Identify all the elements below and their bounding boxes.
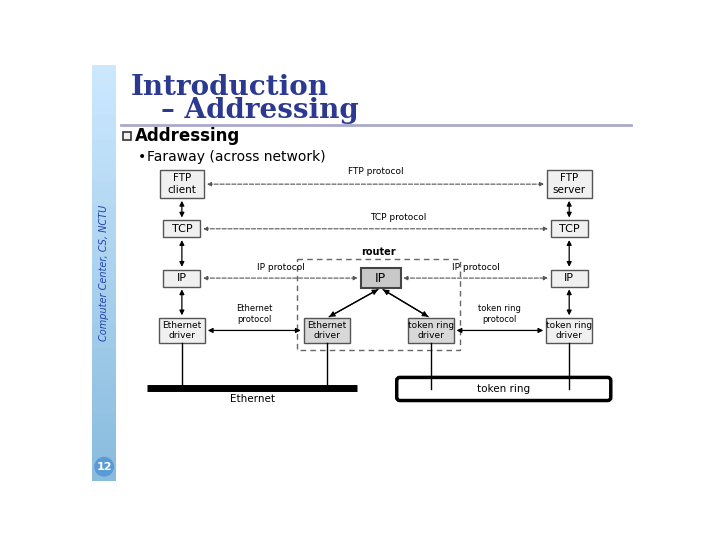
FancyBboxPatch shape bbox=[92, 389, 117, 397]
FancyBboxPatch shape bbox=[92, 356, 117, 364]
Text: FTP protocol: FTP protocol bbox=[348, 167, 403, 177]
FancyBboxPatch shape bbox=[92, 198, 117, 206]
FancyBboxPatch shape bbox=[92, 239, 117, 248]
FancyBboxPatch shape bbox=[163, 269, 200, 287]
Text: Addressing: Addressing bbox=[135, 127, 240, 145]
FancyBboxPatch shape bbox=[92, 223, 117, 231]
FancyBboxPatch shape bbox=[92, 165, 117, 173]
FancyBboxPatch shape bbox=[92, 181, 117, 190]
FancyBboxPatch shape bbox=[92, 206, 117, 214]
FancyBboxPatch shape bbox=[92, 123, 117, 131]
FancyBboxPatch shape bbox=[546, 318, 593, 343]
Text: token ring
driver: token ring driver bbox=[546, 321, 593, 340]
Text: Introduction: Introduction bbox=[130, 74, 328, 101]
Text: token ring
driver: token ring driver bbox=[408, 321, 454, 340]
Text: Ethernet
driver: Ethernet driver bbox=[307, 321, 346, 340]
Text: TCP protocol: TCP protocol bbox=[371, 213, 427, 222]
FancyBboxPatch shape bbox=[92, 156, 117, 165]
FancyBboxPatch shape bbox=[92, 140, 117, 148]
Text: 12: 12 bbox=[96, 462, 112, 472]
Text: token ring
protocol: token ring protocol bbox=[479, 304, 521, 323]
FancyBboxPatch shape bbox=[92, 422, 117, 431]
FancyBboxPatch shape bbox=[92, 431, 117, 439]
FancyBboxPatch shape bbox=[92, 397, 117, 406]
Text: Ethernet
driver: Ethernet driver bbox=[162, 321, 202, 340]
Text: IP protocol: IP protocol bbox=[256, 263, 305, 272]
FancyBboxPatch shape bbox=[163, 220, 200, 237]
FancyBboxPatch shape bbox=[92, 131, 117, 140]
Text: IP: IP bbox=[177, 273, 187, 283]
FancyBboxPatch shape bbox=[92, 65, 117, 73]
FancyBboxPatch shape bbox=[361, 268, 400, 288]
FancyBboxPatch shape bbox=[92, 248, 117, 256]
FancyBboxPatch shape bbox=[92, 339, 117, 348]
FancyBboxPatch shape bbox=[92, 439, 117, 447]
Text: Computer Center, CS, NCTU: Computer Center, CS, NCTU bbox=[99, 205, 109, 341]
FancyBboxPatch shape bbox=[551, 220, 588, 237]
FancyBboxPatch shape bbox=[397, 377, 611, 401]
Text: IP: IP bbox=[564, 273, 575, 283]
FancyBboxPatch shape bbox=[92, 289, 117, 298]
FancyBboxPatch shape bbox=[92, 190, 117, 198]
FancyBboxPatch shape bbox=[92, 114, 117, 123]
Text: FTP
server: FTP server bbox=[553, 173, 586, 195]
FancyBboxPatch shape bbox=[92, 106, 117, 114]
FancyBboxPatch shape bbox=[92, 214, 117, 223]
Text: FTP
client: FTP client bbox=[168, 173, 197, 195]
FancyBboxPatch shape bbox=[92, 331, 117, 339]
Text: TCP: TCP bbox=[171, 224, 192, 234]
FancyBboxPatch shape bbox=[92, 348, 117, 356]
FancyBboxPatch shape bbox=[92, 314, 117, 322]
FancyBboxPatch shape bbox=[92, 298, 117, 306]
FancyBboxPatch shape bbox=[92, 265, 117, 273]
FancyBboxPatch shape bbox=[92, 148, 117, 156]
Text: Ethernet
protocol: Ethernet protocol bbox=[236, 304, 272, 323]
FancyBboxPatch shape bbox=[92, 322, 117, 331]
FancyBboxPatch shape bbox=[92, 364, 117, 373]
FancyBboxPatch shape bbox=[92, 456, 117, 464]
FancyBboxPatch shape bbox=[159, 318, 205, 343]
Circle shape bbox=[95, 457, 113, 476]
Text: IP protocol: IP protocol bbox=[451, 263, 500, 272]
FancyBboxPatch shape bbox=[92, 273, 117, 281]
FancyBboxPatch shape bbox=[547, 170, 592, 198]
Text: router: router bbox=[361, 247, 396, 257]
FancyBboxPatch shape bbox=[92, 381, 117, 389]
FancyBboxPatch shape bbox=[92, 73, 117, 82]
FancyBboxPatch shape bbox=[92, 414, 117, 422]
FancyBboxPatch shape bbox=[92, 173, 117, 181]
FancyBboxPatch shape bbox=[92, 231, 117, 239]
FancyBboxPatch shape bbox=[92, 306, 117, 314]
Text: token ring: token ring bbox=[477, 384, 531, 394]
Text: Ethernet: Ethernet bbox=[230, 394, 275, 404]
FancyBboxPatch shape bbox=[408, 318, 454, 343]
FancyBboxPatch shape bbox=[92, 464, 117, 472]
FancyBboxPatch shape bbox=[92, 447, 117, 456]
FancyBboxPatch shape bbox=[92, 373, 117, 381]
FancyBboxPatch shape bbox=[92, 90, 117, 98]
FancyBboxPatch shape bbox=[92, 472, 117, 481]
Text: •: • bbox=[138, 150, 146, 164]
FancyBboxPatch shape bbox=[92, 406, 117, 414]
Text: – Addressing: – Addressing bbox=[161, 97, 359, 124]
Text: TCP: TCP bbox=[559, 224, 580, 234]
Text: IP: IP bbox=[375, 272, 386, 285]
FancyBboxPatch shape bbox=[92, 281, 117, 289]
FancyBboxPatch shape bbox=[92, 256, 117, 265]
FancyBboxPatch shape bbox=[92, 82, 117, 90]
FancyBboxPatch shape bbox=[160, 170, 204, 198]
FancyBboxPatch shape bbox=[304, 318, 350, 343]
Text: Faraway (across network): Faraway (across network) bbox=[148, 150, 326, 164]
FancyBboxPatch shape bbox=[122, 132, 131, 140]
FancyBboxPatch shape bbox=[551, 269, 588, 287]
FancyBboxPatch shape bbox=[92, 98, 117, 106]
